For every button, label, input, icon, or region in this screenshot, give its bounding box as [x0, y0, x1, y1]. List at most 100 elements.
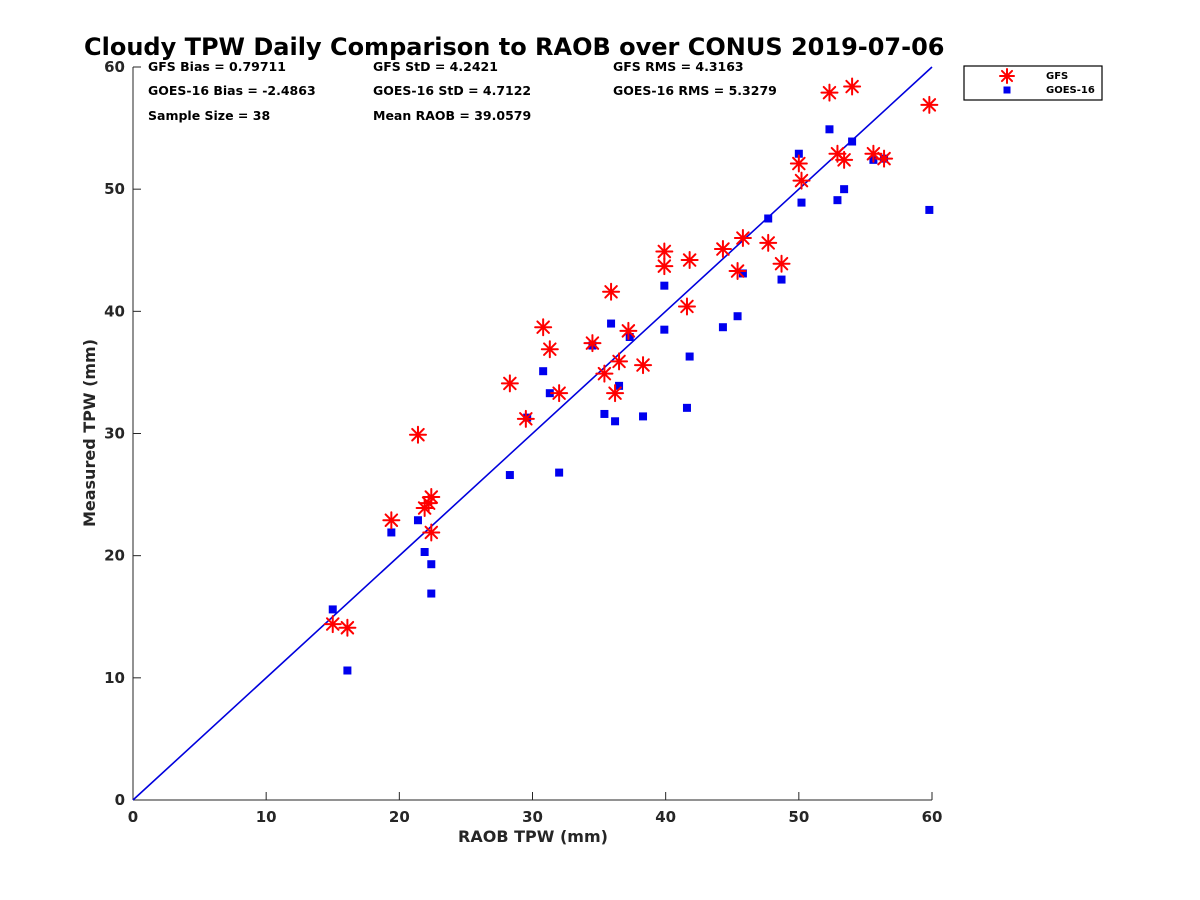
stat-gfs-bias: GFS Bias = 0.79711: [148, 59, 286, 74]
gfs-point: [610, 352, 629, 371]
x-axis-label: RAOB TPW (mm): [458, 827, 608, 846]
stat-gfs-std: GFS StD = 4.2421: [373, 59, 498, 74]
gfs-point: [680, 251, 699, 270]
gfs-point: [772, 254, 791, 273]
goes16-point: [427, 560, 436, 569]
one-to-one-line-layer: [132, 66, 933, 801]
stat-goes16-std: GOES-16 StD = 4.7122: [373, 83, 531, 98]
stat-mean-raob: Mean RAOB = 39.0579: [373, 108, 531, 123]
legend-gfs-asterisk: [999, 68, 1015, 84]
gfs-point: [323, 615, 342, 634]
goes16-point: [682, 403, 691, 412]
series-gfs: [323, 77, 939, 637]
goes16-point: [328, 605, 337, 614]
goes16-point: [539, 367, 548, 376]
gfs-point: [920, 95, 939, 114]
gfs-point: [422, 488, 441, 507]
goes16-point: [825, 125, 834, 134]
y-axis-label: Measured TPW (mm): [80, 339, 99, 527]
gfs-point: [733, 229, 752, 248]
gfs-point: [382, 511, 401, 530]
gfs-point: [595, 364, 614, 383]
gfs-point: [583, 334, 602, 353]
legend: GFS GOES-16: [963, 65, 1103, 101]
gfs-point: [540, 340, 559, 359]
gfs-point: [759, 233, 778, 252]
stat-sample-size: Sample Size = 38: [148, 108, 270, 123]
gfs-point: [728, 262, 747, 281]
legend-goes16-label: GOES-16: [1046, 85, 1095, 96]
axis-ticks: 0 10 20 30 40 50 60 0 10 20 30 40 50 60: [104, 58, 942, 826]
x-tick-label: 40: [655, 808, 676, 826]
gfs-point: [550, 384, 569, 403]
goes16-point: [413, 516, 422, 525]
gfs-point: [835, 150, 854, 169]
goes16-point: [505, 471, 514, 480]
x-tick-label: 30: [522, 808, 543, 826]
gfs-point: [875, 149, 894, 168]
y-tick-label: 50: [104, 180, 125, 198]
goes16-point: [555, 468, 564, 477]
goes16-point: [764, 214, 773, 223]
goes16-point: [387, 528, 396, 537]
goes16-point: [607, 319, 616, 328]
goes16-point: [600, 409, 609, 418]
goes16-point: [420, 548, 429, 557]
y-tick-label: 40: [104, 302, 125, 320]
gfs-point: [655, 242, 674, 261]
gfs-point: [338, 618, 357, 637]
y-tick-label: 20: [104, 547, 125, 565]
legend-goes16-square: [1003, 86, 1011, 94]
stat-goes16-rms: GOES-16 RMS = 5.3279: [613, 83, 777, 98]
stat-gfs-rms: GFS RMS = 4.3163: [613, 59, 744, 74]
gfs-point: [792, 171, 811, 190]
y-tick-label: 0: [115, 791, 125, 809]
gfs-point: [843, 77, 862, 96]
goes16-point: [733, 312, 742, 321]
goes16-point: [794, 149, 803, 158]
goes16-point: [685, 352, 694, 361]
goes16-point: [660, 325, 669, 334]
gfs-point: [655, 257, 674, 276]
goes16-point: [615, 381, 624, 390]
goes16-point: [718, 323, 727, 332]
y-tick-label: 30: [104, 425, 125, 443]
gfs-point: [606, 384, 625, 403]
gfs-point: [422, 523, 441, 542]
gfs-point: [408, 425, 427, 444]
goes16-point: [738, 269, 747, 278]
goes16-point: [545, 389, 554, 398]
goes16-point: [777, 275, 786, 284]
goes16-point: [625, 332, 634, 341]
legend-goes16-marker: [1003, 86, 1011, 94]
goes16-point: [343, 666, 352, 675]
one-to-one-line: [132, 66, 933, 801]
x-tick-label: 20: [389, 808, 410, 826]
gfs-point: [516, 409, 535, 428]
gfs-point: [820, 83, 839, 102]
x-tick-label: 10: [256, 808, 277, 826]
goes16-point: [660, 281, 669, 290]
goes16-point: [848, 137, 857, 146]
legend-box: [963, 65, 1103, 101]
goes16-point: [833, 196, 842, 205]
x-tick-label: 0: [128, 808, 138, 826]
legend-gfs-label: GFS: [1046, 71, 1068, 82]
stat-goes16-bias: GOES-16 Bias = -2.4863: [148, 83, 316, 98]
gfs-point: [789, 154, 808, 173]
goes16-point: [840, 185, 849, 194]
goes16-point: [925, 205, 934, 214]
gfs-point: [619, 321, 638, 340]
gfs-point: [602, 282, 621, 301]
gfs-point: [677, 297, 696, 316]
gfs-point: [634, 356, 653, 375]
gfs-point: [534, 318, 553, 337]
goes16-point: [611, 417, 620, 426]
gfs-point: [500, 374, 519, 393]
gfs-point: [713, 240, 732, 259]
x-tick-label: 50: [788, 808, 809, 826]
chart-title: Cloudy TPW Daily Comparison to RAOB over…: [84, 33, 944, 61]
goes16-point: [427, 589, 436, 598]
